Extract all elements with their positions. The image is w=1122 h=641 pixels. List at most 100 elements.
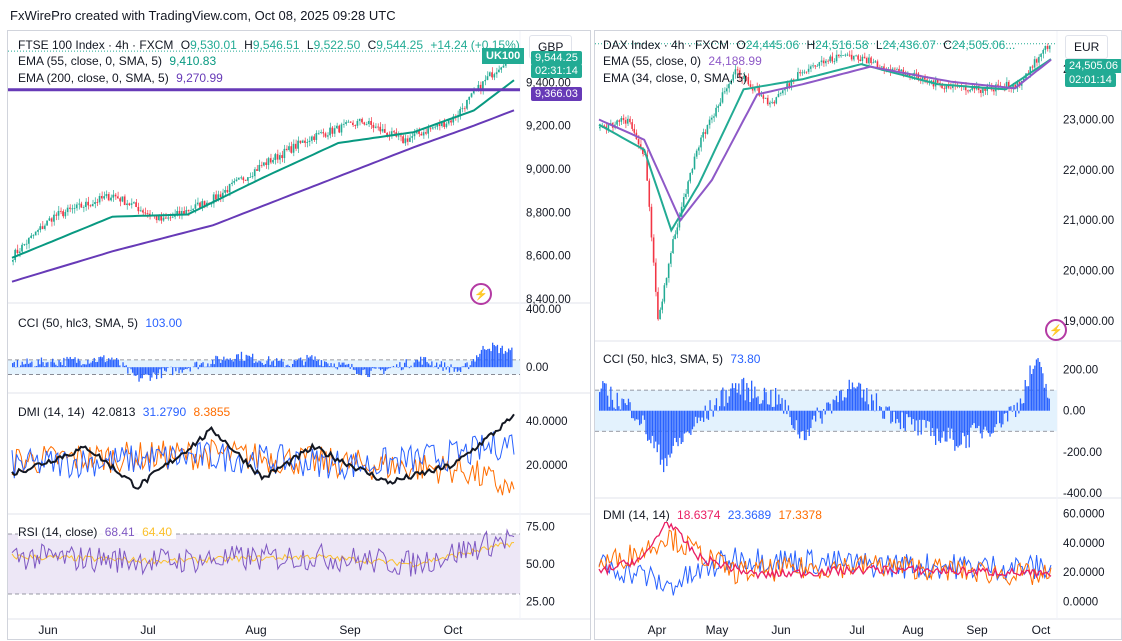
candle-body bbox=[616, 120, 618, 125]
ftse-cci-legend[interactable]: CCI (50, hlc3, SMA, 5) 103.00 bbox=[18, 316, 187, 330]
candle-body bbox=[855, 55, 857, 57]
cci-bar bbox=[795, 410, 798, 421]
cci-bar bbox=[706, 410, 708, 419]
candle-body bbox=[743, 75, 745, 79]
cci-bar bbox=[416, 359, 419, 368]
cci-bar bbox=[287, 364, 289, 368]
candle-body bbox=[771, 101, 773, 103]
candle-body bbox=[123, 196, 126, 206]
candle-body bbox=[402, 136, 404, 144]
cci-bar bbox=[349, 367, 351, 369]
cci-bar bbox=[388, 367, 390, 369]
cci-bar bbox=[773, 406, 775, 411]
candle-body bbox=[183, 210, 185, 214]
cci-bar bbox=[871, 394, 873, 411]
cci-bar bbox=[100, 356, 102, 368]
cci-bar bbox=[738, 383, 740, 411]
cci-bar bbox=[413, 362, 415, 368]
candle-body bbox=[969, 89, 971, 92]
currency-button[interactable]: EUR bbox=[1065, 35, 1109, 59]
candle-body bbox=[285, 148, 288, 150]
cci-bar bbox=[931, 410, 934, 429]
cci-bar bbox=[808, 410, 810, 436]
candle-body bbox=[728, 83, 730, 89]
ftse-rsi-legend[interactable]: RSI (14, close) 68.41 64.40 bbox=[18, 525, 177, 539]
candle-body bbox=[377, 126, 379, 128]
cci-bar bbox=[611, 399, 614, 411]
cci-bar bbox=[352, 367, 355, 370]
cci-bar bbox=[720, 390, 722, 411]
cci-bar bbox=[898, 410, 900, 423]
cci-bar bbox=[915, 410, 918, 421]
cci-bar bbox=[842, 400, 844, 411]
candle-body bbox=[167, 217, 169, 219]
chart-header: FxWirePro created with TradingView.com, … bbox=[0, 0, 1122, 30]
candle-body bbox=[231, 182, 233, 184]
candle-body bbox=[764, 97, 767, 99]
lightning-icon[interactable]: ⚡ bbox=[1045, 319, 1067, 341]
candle-body bbox=[760, 95, 762, 97]
candle-body bbox=[162, 217, 165, 221]
dax-chart-panel[interactable]: 24,000.0023,000.0022,000.0021,000.0020,0… bbox=[594, 30, 1122, 640]
cci-bar bbox=[205, 366, 207, 368]
candle-body bbox=[741, 76, 743, 79]
dax-cci-legend[interactable]: CCI (50, hlc3, SMA, 5) 73.80 bbox=[603, 352, 765, 366]
cci-bar bbox=[111, 357, 113, 368]
dax-ema34-legend[interactable]: EMA (34, close, 0, SMA, 5) bbox=[603, 71, 751, 85]
candle-body bbox=[997, 84, 999, 86]
dax-dmi-legend[interactable]: DMI (14, 14) 18.6374 23.3689 17.3378 bbox=[603, 508, 826, 522]
cci-bar bbox=[626, 404, 628, 411]
ftse-chart-canvas[interactable]: 9,400.00 9,200.00 9,000.00 8,800.00 8,600.00… bbox=[8, 31, 590, 639]
price-axis-label: 21,000.00 bbox=[1063, 215, 1114, 227]
candle-body bbox=[308, 140, 311, 142]
cci-bar bbox=[725, 389, 727, 411]
cci-bar bbox=[882, 410, 884, 419]
cci-bar bbox=[503, 353, 505, 368]
ftse-chart-panel[interactable]: 9,400.00 9,200.00 9,000.00 8,800.00 8,600.00… bbox=[7, 30, 591, 640]
cci-bar bbox=[143, 367, 145, 375]
cci-bar bbox=[701, 410, 703, 418]
candle-body bbox=[263, 162, 265, 166]
candle-body bbox=[848, 54, 851, 56]
candle-body bbox=[908, 74, 911, 78]
cci-bar bbox=[175, 367, 177, 372]
cci-bar bbox=[935, 410, 937, 445]
cci-bar bbox=[375, 367, 377, 369]
cci-bar bbox=[348, 363, 350, 368]
cci-bar bbox=[599, 392, 601, 411]
cci-bar bbox=[207, 363, 209, 368]
candle-body bbox=[872, 62, 874, 64]
candle-body bbox=[786, 83, 788, 90]
cci-bar bbox=[1015, 410, 1017, 418]
ftse-ema200-legend[interactable]: EMA (200, close, 0, SMA, 5) 9,270.99 bbox=[18, 71, 227, 85]
cci-bar bbox=[213, 364, 215, 368]
cci-bar bbox=[509, 350, 511, 368]
cci-bar bbox=[946, 410, 948, 442]
cci-bar bbox=[831, 410, 833, 414]
dax-ema55-legend[interactable]: EMA (55, close, 0) 24,188.99 bbox=[603, 54, 766, 68]
cci-bar bbox=[765, 392, 767, 411]
candle-body bbox=[874, 61, 877, 63]
ftse-ema55-legend[interactable]: EMA (55, close, 0, SMA, 5) 9,410.83 bbox=[18, 54, 220, 68]
candle-body bbox=[46, 220, 48, 226]
cci-bar bbox=[389, 367, 391, 369]
lightning-icon[interactable]: ⚡ bbox=[470, 283, 492, 305]
cci-bar bbox=[674, 410, 676, 438]
cci-bar bbox=[23, 364, 25, 368]
cci-bar bbox=[682, 410, 684, 443]
cci-bar bbox=[835, 395, 838, 411]
dax-chart-canvas[interactable]: 24,000.0023,000.0022,000.0021,000.0020,0… bbox=[595, 31, 1121, 639]
candle-body bbox=[418, 130, 420, 134]
cci-bar bbox=[1045, 383, 1047, 411]
cci-bar bbox=[1040, 367, 1042, 411]
price-axis-label: 22,000.00 bbox=[1063, 165, 1114, 177]
cci-bar bbox=[827, 402, 830, 411]
ftse-dmi-legend[interactable]: DMI (14, 14) 42.0813 31.2790 8.3855 bbox=[18, 405, 235, 419]
candle-body bbox=[41, 226, 44, 229]
candle-body bbox=[732, 74, 734, 81]
cci-bar bbox=[296, 360, 299, 368]
cci-bar bbox=[850, 389, 852, 411]
cci-bar bbox=[364, 367, 366, 370]
candle-body bbox=[139, 210, 142, 212]
candle-body bbox=[347, 121, 350, 123]
